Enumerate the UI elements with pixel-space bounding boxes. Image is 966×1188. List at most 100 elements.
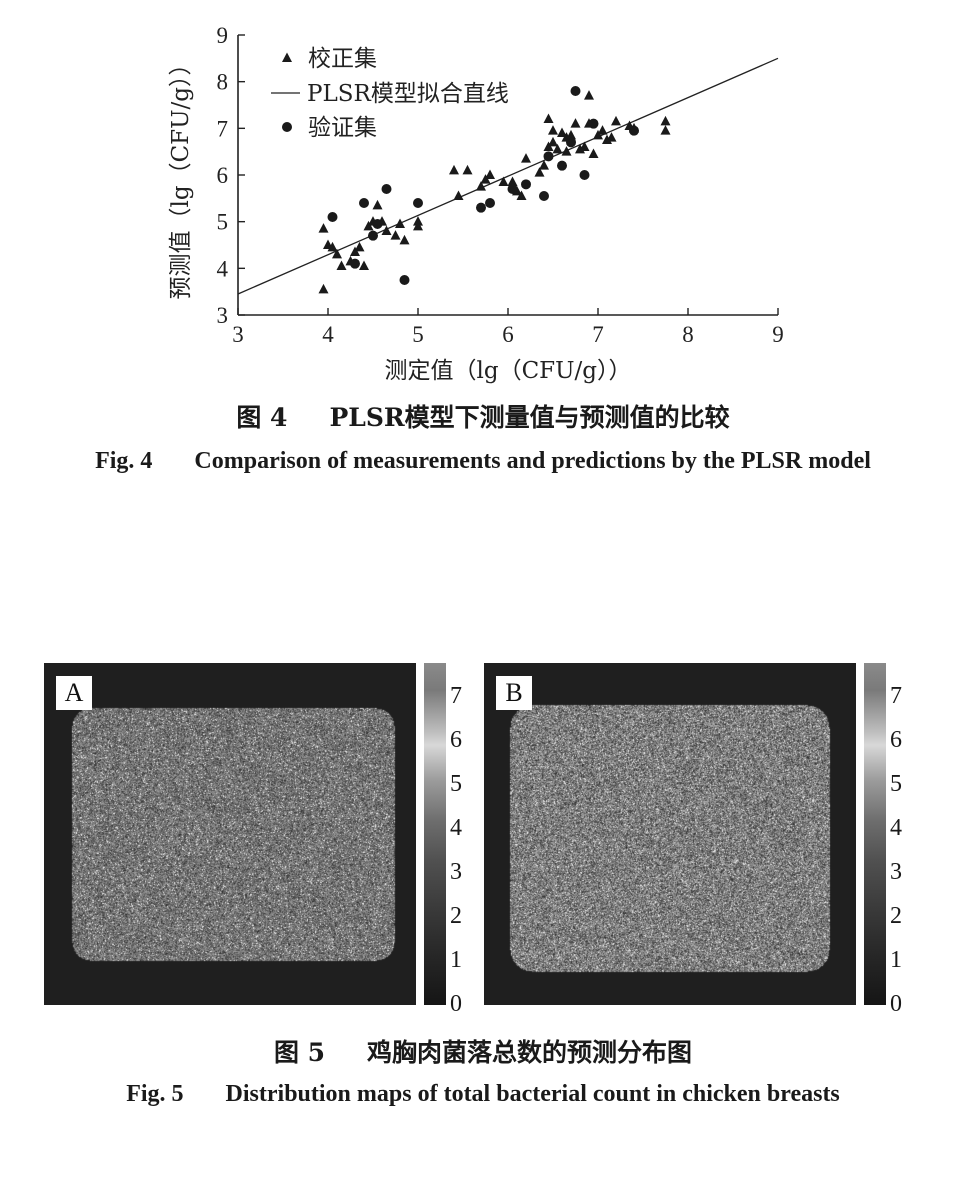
- fig5-caption-cn-number: 图 5: [273, 1038, 326, 1067]
- colorbar-tick-label: 2: [450, 903, 462, 929]
- calibration-point: [498, 176, 509, 186]
- x-tick-label: 5: [412, 322, 424, 347]
- colorbar-tick-label: 0: [890, 991, 902, 1017]
- colorbar-tick-label: 5: [450, 771, 462, 797]
- calibration-point: [485, 169, 495, 179]
- calibration-point: [570, 118, 581, 128]
- calibration-point: [395, 218, 405, 228]
- colorbar-b: [864, 663, 886, 1005]
- calibration-point: [413, 220, 423, 231]
- calibration-point: [539, 160, 549, 170]
- fig5-caption-en-text: Distribution maps of total bacterial cou…: [225, 1081, 840, 1107]
- y-tick-label: 3: [217, 303, 229, 328]
- colorbar-tick-label: 3: [450, 859, 462, 885]
- calibration-point: [611, 115, 621, 126]
- x-tick-label: 9: [772, 322, 784, 347]
- x-tick-label: 3: [232, 322, 244, 347]
- colorbar-tick-label: 7: [450, 683, 462, 709]
- chart-axes: [237, 34, 779, 316]
- panel-label-a: A: [56, 676, 92, 710]
- distribution-map-a: A: [44, 663, 416, 1005]
- validation-point: [566, 137, 576, 148]
- y-tick-label: 5: [217, 210, 229, 235]
- validation-point: [327, 212, 338, 222]
- validation-point: [381, 184, 392, 194]
- validation-point: [588, 118, 599, 129]
- fig4-caption-en-number: Fig. 4: [95, 448, 153, 474]
- distribution-map-b: B: [484, 663, 856, 1005]
- validation-point: [570, 86, 581, 96]
- x-tick-labels: 3 4 5 6 7 8 9: [232, 322, 784, 347]
- validation-point: [557, 160, 567, 171]
- calibration-point: [606, 132, 617, 142]
- calibration-point: [507, 176, 518, 186]
- x-axis-label: 测定值（lg（CFU/g））: [385, 358, 632, 384]
- y-tick-label: 8: [217, 70, 229, 95]
- legend-circle-marker: [282, 122, 292, 132]
- calibration-point: [548, 125, 558, 135]
- validation-point: [579, 170, 590, 180]
- colorbar-tick-label: 6: [890, 727, 902, 753]
- y-axis-label: 预测值（lg（CFU/g））: [168, 53, 194, 300]
- x-tick-label: 7: [592, 322, 604, 347]
- validation-point: [413, 198, 423, 208]
- fig4-caption-en: Fig. 4 Comparison of measurements and pre…: [0, 448, 966, 475]
- legend-label: 验证集: [308, 115, 377, 141]
- validation-point: [521, 179, 531, 190]
- validation-point: [399, 275, 410, 285]
- calibration-point: [399, 234, 410, 245]
- fig5-caption-en-number: Fig. 5: [126, 1081, 184, 1107]
- colorbar-tick-label: 0: [450, 991, 462, 1017]
- validation-point: [359, 198, 369, 208]
- calibration-point: [534, 167, 545, 177]
- y-tick-label: 6: [217, 163, 229, 188]
- calibration-point: [516, 190, 527, 200]
- validation-point: [350, 258, 360, 269]
- x-tick-label: 4: [322, 322, 334, 347]
- y-tick-label: 7: [217, 116, 229, 141]
- calibration-point: [359, 260, 369, 270]
- fig4-caption-cn-text: PLSR模型下测量值与预测值的比较: [329, 403, 730, 432]
- calibration-point: [557, 127, 567, 137]
- colorbar-tick-label: 1: [890, 947, 902, 973]
- calibration-point: [588, 148, 599, 158]
- calibration-point: [336, 260, 347, 270]
- calibration-point: [597, 125, 608, 135]
- validation-point: [372, 219, 383, 229]
- calibration-point: [579, 141, 590, 151]
- fig4-caption-en-text: Comparison of measurements and predictio…: [194, 448, 871, 474]
- colorbar-tick-label: 2: [890, 903, 902, 929]
- calibration-point: [660, 125, 671, 135]
- validation-point: [368, 230, 378, 241]
- colorbar-tick-label: 1: [450, 947, 462, 973]
- validation-point: [507, 184, 518, 194]
- validation-point: [485, 198, 495, 208]
- legend-triangle-marker: [282, 52, 292, 62]
- calibration-point: [381, 225, 392, 235]
- calibration-point: [390, 230, 401, 240]
- fig5-caption-cn-text: 鸡胸肉菌落总数的预测分布图: [367, 1038, 693, 1067]
- calibration-point: [318, 283, 329, 294]
- validation-point: [543, 151, 554, 162]
- calibration-point: [327, 241, 338, 252]
- calibration-point: [660, 115, 671, 126]
- calibration-point: [548, 136, 558, 147]
- calibration-point: [372, 199, 383, 210]
- calibration-point: [521, 153, 531, 163]
- fig4-caption-cn: 图 4 PLSR模型下测量值与预测值的比较: [0, 398, 966, 434]
- y-tick-label: 9: [217, 23, 229, 48]
- calibration-point: [584, 90, 594, 100]
- calibration-point: [561, 146, 572, 156]
- x-tick-label: 6: [502, 322, 514, 347]
- calibration-point: [543, 113, 554, 123]
- legend-label: 校正集: [308, 46, 377, 72]
- calibration-point: [552, 143, 563, 154]
- colorbar-tick-label: 5: [890, 771, 902, 797]
- fit-line: [237, 57, 779, 295]
- calibration-point: [566, 129, 576, 140]
- validation-point: [629, 125, 639, 136]
- calibration-point: [318, 223, 329, 233]
- fig4-caption-cn-number: 图 4: [236, 403, 288, 432]
